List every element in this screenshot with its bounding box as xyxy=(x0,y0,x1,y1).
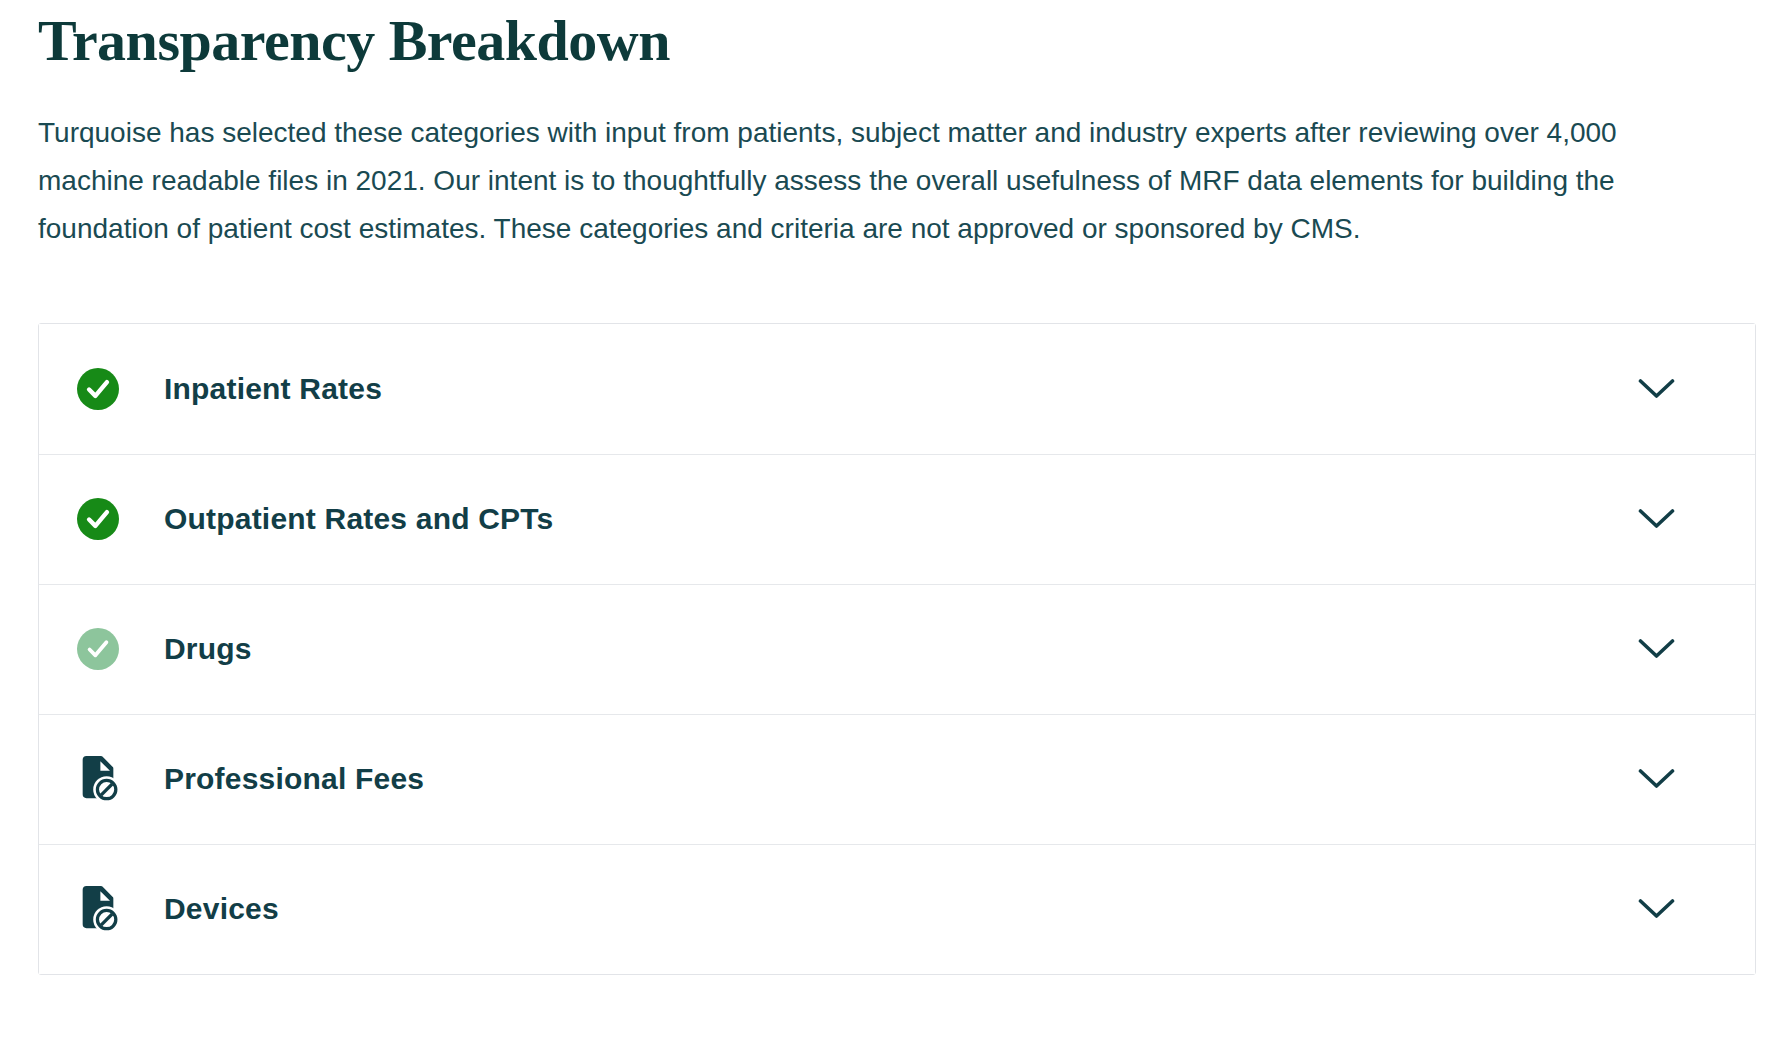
accordion-row[interactable]: Inpatient Rates xyxy=(39,324,1755,454)
row-status-icon-slot xyxy=(74,363,122,415)
row-status-icon-slot xyxy=(74,753,122,805)
accordion-row[interactable]: Drugs xyxy=(39,584,1755,714)
accordion-row-label: Drugs xyxy=(164,632,252,666)
chevron-down-icon[interactable] xyxy=(1638,378,1675,400)
accordion-row-label: Outpatient Rates and CPTs xyxy=(164,502,554,536)
accordion-row[interactable]: Professional Fees xyxy=(39,714,1755,844)
check-circle-icon xyxy=(77,368,119,410)
accordion-row-label: Inpatient Rates xyxy=(164,372,382,406)
check-circle-icon xyxy=(77,498,119,540)
chevron-down-icon[interactable] xyxy=(1638,508,1675,530)
chevron-down-icon[interactable] xyxy=(1638,638,1675,660)
chevron-down-icon[interactable] xyxy=(1638,898,1675,920)
file-blocked-icon xyxy=(75,754,121,804)
row-status-icon-slot xyxy=(74,883,122,935)
check-circle-light-icon xyxy=(77,628,119,670)
chevron-down-icon[interactable] xyxy=(1638,768,1675,790)
transparency-accordion: Inpatient Rates Outpatient Rates and CPT… xyxy=(38,323,1756,975)
page-title: Transparency Breakdown xyxy=(38,8,1756,75)
row-status-icon-slot xyxy=(74,623,122,675)
row-status-icon-slot xyxy=(74,493,122,545)
file-blocked-icon xyxy=(75,884,121,934)
accordion-row-label: Professional Fees xyxy=(164,762,424,796)
accordion-row[interactable]: Devices xyxy=(39,844,1755,974)
accordion-row-label: Devices xyxy=(164,892,279,926)
accordion-row[interactable]: Outpatient Rates and CPTs xyxy=(39,454,1755,584)
page-description: Turquoise has selected these categories … xyxy=(38,109,1648,253)
